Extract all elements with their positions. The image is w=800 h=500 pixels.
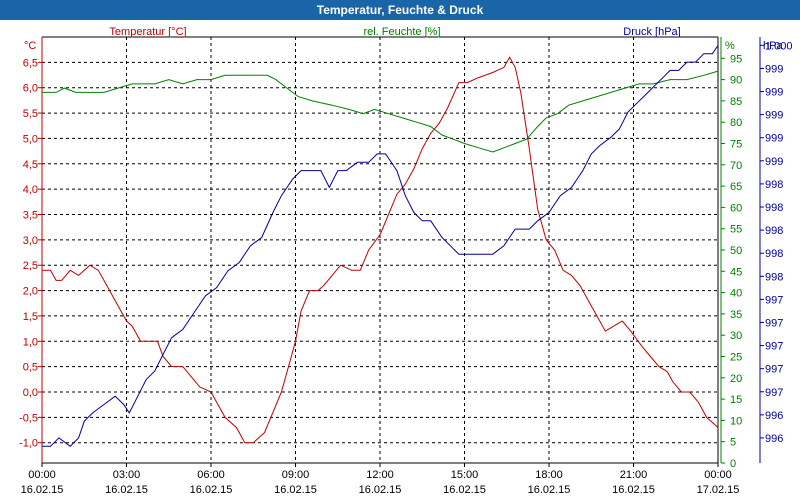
- temperature-unit-label: °C: [24, 40, 36, 52]
- pressure-tick-label: 998: [765, 202, 783, 214]
- temperature-tick-label: 0,0: [23, 387, 38, 399]
- humidity-tick-label: 35: [730, 309, 742, 321]
- pressure-tick-label: 997: [765, 387, 783, 399]
- temperature-tick-label: 2,0: [23, 286, 38, 298]
- date-tick-label: 16.02.15: [105, 484, 148, 496]
- pressure-tick-label: 998: [765, 248, 783, 260]
- pressure-tick-label: 999: [765, 156, 783, 168]
- pressure-tick-label: 996: [765, 433, 783, 445]
- humidity-series-line: [42, 70, 719, 153]
- axis-labels: Temperatur [°C] rel. Feuchte [%] Druck [hP…: [24, 26, 783, 52]
- humidity-axis: 0 5 10 15 20 25 30 35 40 45 50 55 60 65 70 75 80 85 90 95: [720, 37, 742, 470]
- temperature-tick-label: 5,0: [23, 133, 38, 145]
- time-tick-label: 00:00: [28, 469, 56, 481]
- humidity-tick-label: 70: [730, 160, 742, 172]
- pressure-tick-label: 998: [765, 225, 783, 237]
- date-tick-label: 16.02.15: [528, 484, 571, 496]
- time-tick-label: 09:00: [282, 469, 310, 481]
- humidity-tick-label: 95: [730, 53, 742, 65]
- humidity-tick-label: 85: [730, 96, 742, 108]
- humidity-tick-label: 90: [730, 75, 742, 87]
- pressure-tick-label: 997: [765, 364, 783, 376]
- date-tick-label: 16.02.15: [612, 484, 655, 496]
- time-tick-label: 21:00: [620, 469, 648, 481]
- pressure-tick-label: 998: [765, 271, 783, 283]
- temperature-tick-label: 6,5: [23, 57, 38, 69]
- pressure-tick-label: 999: [765, 110, 783, 122]
- humidity-tick-label: 50: [730, 245, 742, 257]
- humidity-tick-label: 20: [730, 373, 742, 385]
- humidity-tick-label: 40: [730, 288, 742, 300]
- humidity-tick-label: 60: [730, 202, 742, 214]
- date-tick-label: 16.02.15: [443, 484, 486, 496]
- humidity-tick-label: 10: [730, 415, 742, 427]
- temperature-tick-label: 1,0: [23, 336, 38, 348]
- date-tick-label: 16.02.15: [359, 484, 402, 496]
- pressure-tick-label: 996: [765, 410, 783, 422]
- pressure-series-line: [42, 45, 719, 447]
- legend-humidity: rel. Feuchte [%]: [363, 26, 440, 38]
- temperature-tick-label: 4,5: [23, 159, 38, 171]
- time-tick-label: 18:00: [535, 469, 563, 481]
- pressure-axis: 996 996 997 997 997 997 997 998 998 998 998 998 999 9…: [759, 37, 793, 463]
- temperature-tick-label: 3,5: [23, 210, 38, 222]
- pressure-tick-label: 997: [765, 317, 783, 329]
- humidity-tick-label: 65: [730, 181, 742, 193]
- time-tick-label: 06:00: [197, 469, 225, 481]
- temperature-tick-label: 6,0: [23, 83, 38, 95]
- legend-temperature: Temperatur [°C]: [109, 26, 186, 38]
- window-title: Temperatur, Feuchte & Druck: [0, 0, 800, 20]
- temperature-tick-label: 0,5: [23, 362, 38, 374]
- series-group: [42, 45, 719, 447]
- humidity-tick-label: 55: [730, 224, 742, 236]
- date-tick-label: 16.02.15: [21, 484, 64, 496]
- time-tick-label: 00:00: [704, 469, 732, 481]
- date-tick-label: 16.02.15: [274, 484, 317, 496]
- time-tick-label: 03:00: [113, 469, 141, 481]
- humidity-tick-label: 25: [730, 352, 742, 364]
- temperature-tick-label: -1,0: [19, 438, 38, 450]
- date-tick-label: 16.02.15: [190, 484, 233, 496]
- legend-pressure: Druck [hPa]: [623, 26, 680, 38]
- temperature-axis: -1,0 -0,5 0,0 0,5 1,0 1,5 2,0 2,5 3,0 3,5 4,0 4,5 5,…: [19, 37, 43, 463]
- temperature-tick-label: 5,5: [23, 108, 38, 120]
- pressure-tick-label: 997: [765, 294, 783, 306]
- temperature-tick-label: 2,5: [23, 260, 38, 272]
- temperature-series-line: [42, 56, 719, 444]
- temperature-tick-label: 1,5: [23, 311, 38, 323]
- humidity-tick-label: 0: [730, 458, 736, 470]
- temperature-tick-label: 4,0: [23, 184, 38, 196]
- pressure-tick-label: 999: [765, 133, 783, 145]
- pressure-tick-label: 998: [765, 179, 783, 191]
- date-tick-label: 17.02.15: [697, 484, 740, 496]
- pressure-tick-label: 999: [765, 63, 783, 75]
- humidity-tick-label: 75: [730, 139, 742, 151]
- humidity-unit-label: %: [725, 40, 735, 52]
- humidity-tick-label: 45: [730, 266, 742, 278]
- humidity-tick-label: 80: [730, 117, 742, 129]
- humidity-tick-label: 30: [730, 330, 742, 342]
- temperature-tick-label: -0,5: [19, 412, 38, 424]
- temperature-tick-label: 3,0: [23, 235, 38, 247]
- time-axis: 00:00 16.02.15 03:00 16.02.15 06:00 16.02.15 0…: [21, 463, 740, 496]
- grid: [42, 37, 718, 463]
- pressure-unit-label: hPa: [763, 40, 783, 52]
- time-tick-label: 12:00: [366, 469, 394, 481]
- pressure-tick-label: 997: [765, 341, 783, 353]
- humidity-tick-label: 5: [730, 437, 736, 449]
- pressure-tick-label: 999: [765, 87, 783, 99]
- pressure-tick-label: 1.000: [765, 40, 793, 52]
- humidity-tick-label: 15: [730, 394, 742, 406]
- time-tick-label: 15:00: [451, 469, 479, 481]
